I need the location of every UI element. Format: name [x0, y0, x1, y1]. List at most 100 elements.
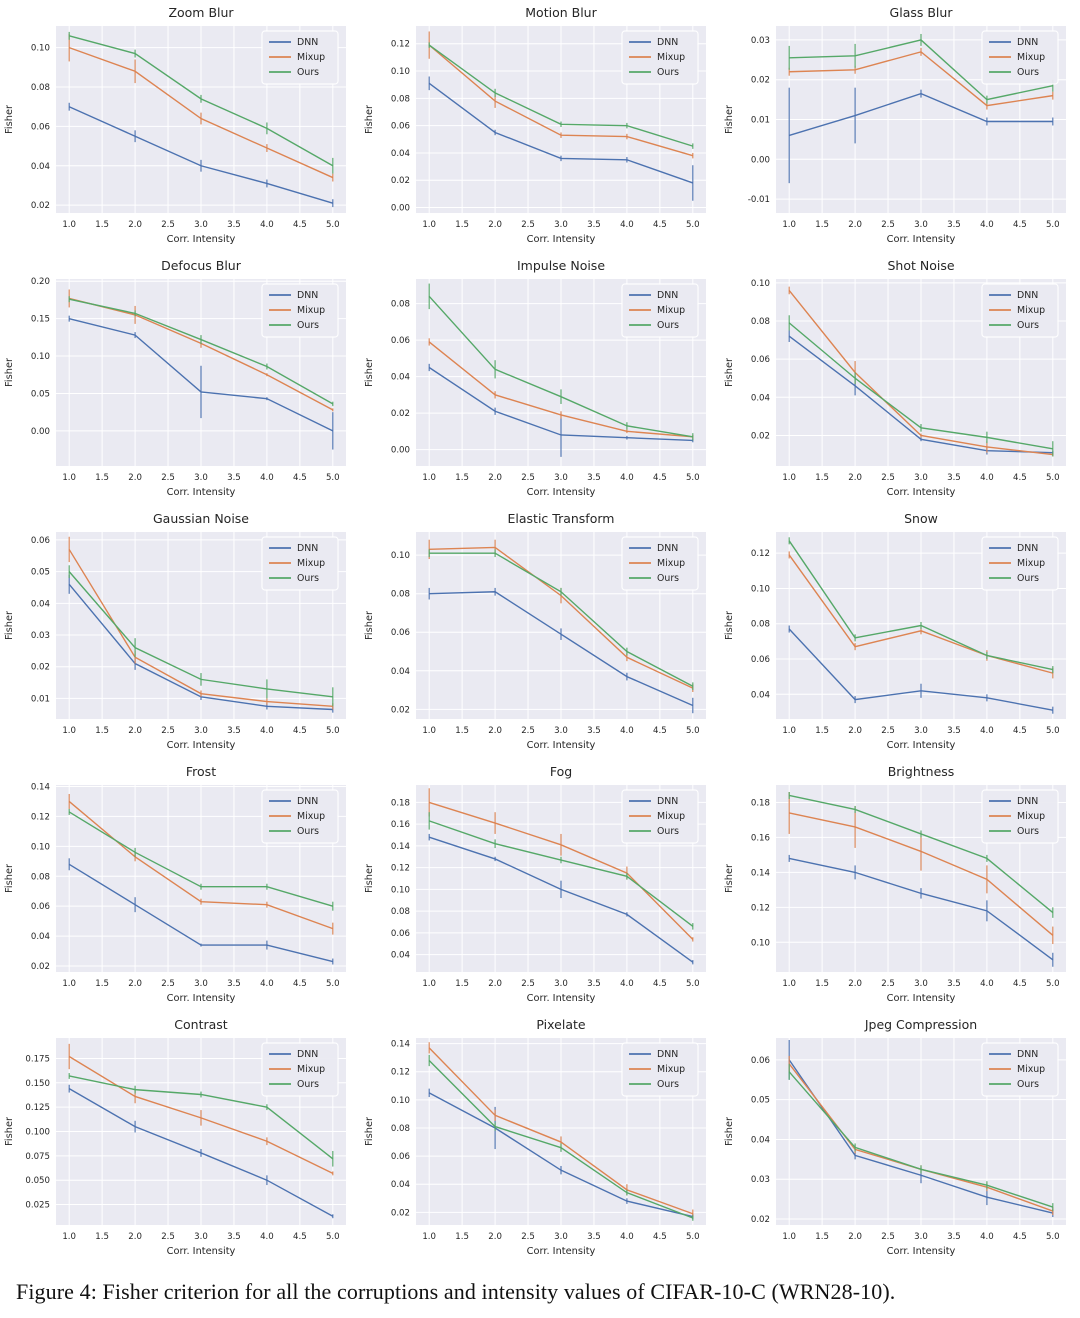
svg-text:0.03: 0.03	[31, 631, 50, 641]
svg-text:0.04: 0.04	[391, 373, 410, 383]
chart-canvas-zoom-blur: 1.0 1.5 2.0 2.5 3.0 3.5 4.0 4.5 5.0 0.02 0.04 0.06 0…	[4, 5, 346, 245]
svg-text:0.00: 0.00	[391, 204, 410, 214]
svg-text:2.0: 2.0	[848, 473, 862, 483]
x-axis-label: Corr. Intensity	[887, 740, 956, 751]
svg-text:1.5: 1.5	[455, 979, 469, 989]
svg-text:0.15: 0.15	[31, 315, 50, 325]
svg-text:3.0: 3.0	[914, 726, 928, 736]
subplot-shot-noise: 1.0 1.5 2.0 2.5 3.0 3.5 4.0 4.5 5.0 0.02 0.04 0.06 0…	[720, 253, 1080, 506]
svg-text:2.0: 2.0	[128, 1232, 142, 1242]
svg-text:2.5: 2.5	[161, 473, 175, 483]
svg-text:1.0: 1.0	[422, 726, 436, 736]
series-line-ours	[789, 794, 1054, 914]
svg-text:Ours: Ours	[1017, 573, 1039, 584]
svg-text:0.08: 0.08	[751, 620, 770, 630]
x-axis-label: Corr. Intensity	[887, 234, 956, 245]
svg-text:5.0: 5.0	[686, 726, 700, 736]
x-axis-label: Corr. Intensity	[527, 740, 596, 751]
svg-text:3.5: 3.5	[227, 726, 241, 736]
series-line-ours	[69, 298, 334, 405]
svg-text:0.01: 0.01	[31, 694, 50, 704]
svg-text:0.16: 0.16	[391, 820, 410, 830]
svg-text:1.0: 1.0	[422, 1232, 436, 1242]
svg-text:0.08: 0.08	[391, 907, 410, 917]
svg-text:0.04: 0.04	[751, 1135, 770, 1145]
svg-text:Ours: Ours	[1017, 67, 1039, 78]
svg-text:0.100: 0.100	[25, 1128, 50, 1138]
x-axis-label: Corr. Intensity	[527, 487, 596, 498]
svg-text:Mixup: Mixup	[1017, 811, 1045, 822]
svg-text:0.02: 0.02	[31, 663, 50, 673]
series-line-dnn	[68, 106, 334, 204]
svg-text:0.06: 0.06	[751, 1056, 770, 1066]
svg-text:0.02: 0.02	[751, 431, 770, 441]
x-axis-label: Corr. Intensity	[887, 993, 956, 1004]
svg-text:0.12: 0.12	[751, 549, 770, 559]
svg-text:0.06: 0.06	[31, 902, 50, 912]
legend: DNN Mixup Ours	[621, 283, 699, 338]
svg-text:1.5: 1.5	[95, 473, 109, 483]
subplot-title: Jpeg Compression	[864, 1017, 977, 1032]
series-line-mixup	[428, 801, 694, 940]
svg-text:3.5: 3.5	[227, 473, 241, 483]
svg-text:0.06: 0.06	[391, 929, 410, 939]
series-line-mixup	[789, 51, 1053, 107]
svg-text:2.5: 2.5	[521, 979, 535, 989]
series-line-ours	[68, 811, 334, 907]
svg-text:DNN: DNN	[1017, 290, 1038, 301]
legend: DNN Mixup Ours	[981, 30, 1059, 85]
svg-text:Mixup: Mixup	[1017, 52, 1045, 63]
svg-text:0.04: 0.04	[31, 599, 50, 609]
svg-text:0.10: 0.10	[391, 885, 410, 895]
svg-text:0.04: 0.04	[31, 162, 50, 172]
series-line-mixup	[789, 812, 1054, 936]
subplot-jpeg-compression: 1.0 1.5 2.0 2.5 3.0 3.5 4.0 4.5 5.0 0.02 0.03 0.04 0…	[720, 1012, 1080, 1265]
legend: DNN Mixup Ours	[621, 536, 699, 591]
subplot-title: Glass Blur	[890, 5, 954, 20]
svg-text:-0.01: -0.01	[748, 195, 770, 205]
svg-text:3.0: 3.0	[554, 726, 568, 736]
svg-text:2.0: 2.0	[848, 1232, 862, 1242]
svg-text:5.0: 5.0	[686, 979, 700, 989]
svg-text:5.0: 5.0	[326, 220, 340, 230]
svg-text:0.00: 0.00	[751, 155, 770, 165]
svg-text:3.0: 3.0	[914, 220, 928, 230]
svg-text:Ours: Ours	[1017, 826, 1039, 837]
subplot-fog: 1.0 1.5 2.0 2.5 3.0 3.5 4.0 4.5 5.0 0.04 0.06 0.08 0…	[360, 759, 720, 1012]
svg-text:Ours: Ours	[297, 573, 319, 584]
series-line-mixup	[788, 290, 1053, 456]
svg-text:5.0: 5.0	[686, 220, 700, 230]
svg-text:0.08: 0.08	[391, 590, 410, 600]
svg-text:0.06: 0.06	[391, 122, 410, 132]
svg-text:Mixup: Mixup	[297, 811, 325, 822]
svg-text:Ours: Ours	[1017, 1079, 1039, 1090]
svg-text:4.5: 4.5	[1013, 726, 1027, 736]
svg-text:0.14: 0.14	[751, 868, 770, 878]
svg-text:0.14: 0.14	[391, 1040, 410, 1050]
svg-text:2.0: 2.0	[848, 726, 862, 736]
svg-text:4.0: 4.0	[260, 1232, 274, 1242]
svg-text:Ours: Ours	[657, 573, 679, 584]
svg-text:2.5: 2.5	[521, 473, 535, 483]
svg-text:3.5: 3.5	[947, 473, 961, 483]
svg-text:4.0: 4.0	[260, 473, 274, 483]
series-line-ours	[428, 295, 693, 438]
svg-text:1.5: 1.5	[815, 473, 829, 483]
svg-text:5.0: 5.0	[1046, 979, 1060, 989]
svg-text:3.0: 3.0	[554, 1232, 568, 1242]
legend: DNN Mixup Ours	[981, 1042, 1059, 1097]
svg-text:0.04: 0.04	[31, 932, 50, 942]
legend: DNN Mixup Ours	[261, 536, 339, 591]
y-axis-label: Fisher	[724, 863, 735, 893]
series-line-ours	[788, 540, 1053, 671]
svg-text:2.0: 2.0	[488, 1232, 502, 1242]
svg-text:2.0: 2.0	[488, 220, 502, 230]
svg-text:Mixup: Mixup	[657, 52, 685, 63]
svg-text:3.0: 3.0	[914, 473, 928, 483]
svg-text:5.0: 5.0	[1046, 726, 1060, 736]
svg-text:DNN: DNN	[657, 543, 678, 554]
series-line-mixup	[68, 46, 334, 179]
svg-text:Ours: Ours	[297, 320, 319, 331]
subplot-pixelate: 1.0 1.5 2.0 2.5 3.0 3.5 4.0 4.5 5.0 0.02 0.04 0.06 0…	[360, 1012, 720, 1265]
svg-text:0.08: 0.08	[31, 83, 50, 93]
